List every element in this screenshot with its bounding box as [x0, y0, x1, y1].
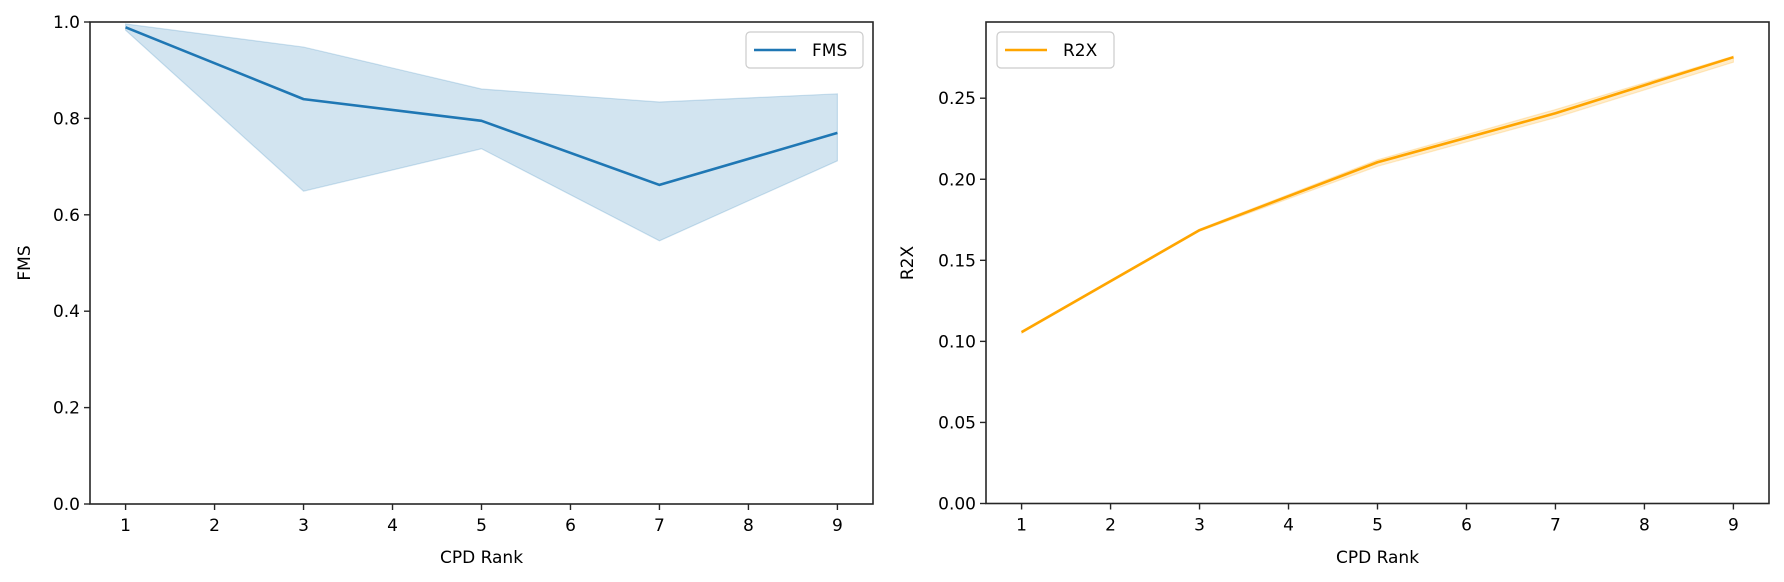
- r2x-x-axis-label: CPD Rank: [1336, 548, 1419, 568]
- r2x-y-tick-label: 0.15: [938, 251, 976, 271]
- fms-y-tick-label: 0.6: [53, 206, 80, 226]
- fms-y-tick-label: 0.0: [53, 495, 80, 515]
- r2x-x-tick-label: 6: [1461, 516, 1472, 536]
- r2x-legend-label: R2X: [1063, 41, 1098, 61]
- r2x-series-line: [1020, 55, 1734, 334]
- r2x-y-tick-label: 0.25: [938, 89, 976, 109]
- fms-chart: 1 2 3 4 5 6 7 8 9 0.0 0.2 0.4 0.6 0.8 1.0 CPD Rank FM…: [15, 13, 874, 568]
- r2x-x-tick-label: 4: [1283, 516, 1294, 536]
- r2x-x-tick-label: 7: [1550, 516, 1561, 536]
- r2x-legend: R2X: [996, 31, 1115, 69]
- r2x-chart: 1 2 3 4 5 6 7 8 9 0.00 0.05 0.10 0.15 0.20 0.25 CPD R…: [898, 21, 1770, 568]
- fms-legend-box: [745, 31, 864, 69]
- fms-y-tick-label: 1.0: [53, 13, 80, 33]
- r2x-confidence-band: [1020, 55, 1735, 335]
- r2x-y-tick-label: 0.05: [938, 413, 976, 433]
- fms-x-tick-label: 6: [565, 516, 576, 536]
- r2x-x-tick-label: 1: [1016, 516, 1027, 536]
- r2x-x-tick-label: 8: [1639, 516, 1650, 536]
- fms-x-tick-label: 1: [120, 516, 131, 536]
- r2x-y-axis-label: R2X: [898, 246, 918, 281]
- fms-x-tick-label: 5: [476, 516, 487, 536]
- r2x-legend-box: [996, 31, 1115, 69]
- fms-legend-label: FMS: [812, 41, 847, 61]
- fms-x-tick-label: 4: [387, 516, 398, 536]
- fms-x-axis-label: CPD Rank: [440, 548, 523, 568]
- fms-x-tick-label: 9: [832, 516, 843, 536]
- r2x-x-tick-label: 9: [1728, 516, 1739, 536]
- fms-y-tick-label: 0.4: [53, 302, 80, 322]
- r2x-y-tick-label: 0.00: [938, 495, 976, 515]
- fms-legend: FMS: [745, 31, 864, 69]
- r2x-axes-frame: [985, 21, 1770, 505]
- r2x-y-tick-label: 0.20: [938, 170, 976, 190]
- fms-x-tick-label: 2: [209, 516, 220, 536]
- r2x-y-tick-label: 0.10: [938, 332, 976, 352]
- r2x-x-tick-label: 5: [1372, 516, 1383, 536]
- r2x-x-tick-label: 2: [1105, 516, 1116, 536]
- fms-x-tick-label: 7: [654, 516, 665, 536]
- fms-y-tick-label: 0.8: [53, 109, 80, 129]
- fms-y-tick-label: 0.2: [53, 399, 80, 419]
- fms-x-tick-label: 8: [743, 516, 754, 536]
- fms-confidence-band: [124, 23, 839, 242]
- fms-y-axis-label: FMS: [15, 245, 35, 280]
- fms-x-tick-label: 3: [298, 516, 309, 536]
- fms-series-line: [125, 26, 838, 187]
- r2x-x-tick-label: 3: [1194, 516, 1205, 536]
